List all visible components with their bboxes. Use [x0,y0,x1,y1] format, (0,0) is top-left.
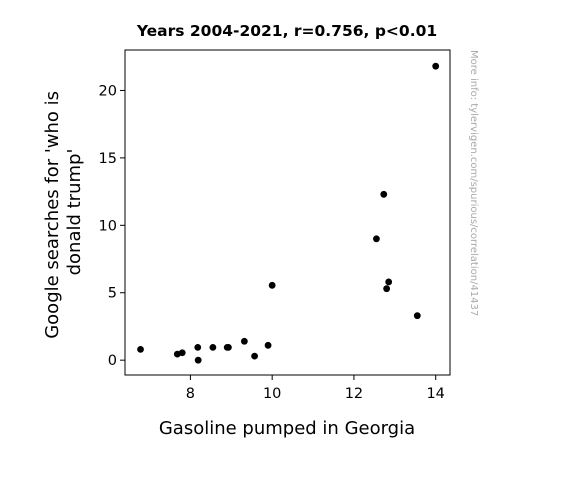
data-point [432,62,440,70]
data-point [137,345,144,353]
data-point [240,337,248,345]
y-tick-label: 20 [99,83,117,99]
x-tick-label: 8 [186,386,195,402]
x-tick-label: 14 [426,386,444,402]
data-point [380,190,388,198]
data-point [178,349,186,357]
data-point [194,343,202,351]
y-axis-label: Google searches for 'who is donald trump… [42,85,85,339]
y-tick-label: 15 [99,151,117,167]
x-tick-label: 12 [345,386,363,402]
y-tick-label: 0 [108,353,117,369]
plot-area-frame [124,49,451,376]
data-point [385,278,393,286]
data-point [194,356,202,364]
source-watermark: More info: tylervigen.com/spurious/corre… [468,50,479,316]
y-axis-label-line-2: donald trump' [64,149,85,276]
x-tick-label: 10 [263,386,281,402]
data-point [413,312,421,320]
data-point [383,285,391,293]
data-point [373,235,380,243]
data-point [209,343,217,351]
y-tick-label: 10 [99,218,117,234]
data-point [268,281,276,289]
data-point [264,341,272,349]
x-axis-label: Gasoline pumped in Georgia [159,418,415,439]
y-tick-label: 5 [108,286,117,302]
y-axis-label-line-1: Google searches for 'who is [42,91,63,339]
data-point [251,352,258,360]
chart-title: Years 2004-2021, r=0.756, p<0.01 [136,22,437,40]
data-point [225,343,232,351]
